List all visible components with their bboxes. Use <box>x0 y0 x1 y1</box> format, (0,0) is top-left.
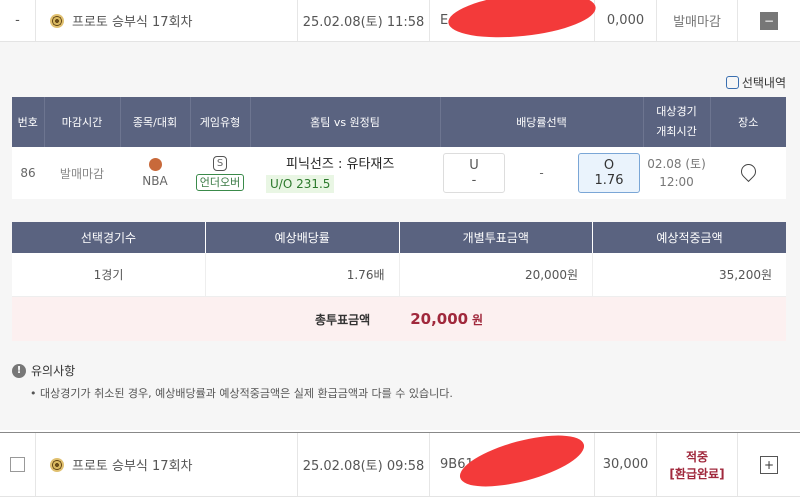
game-name: 프로토 승부식 17회차 <box>36 0 298 41</box>
ticket-row[interactable]: - 프로토 승부식 17회차 25.02.08(토) 11:58 E 0,000… <box>0 0 800 44</box>
ticket-detail: 선택내역 번호 마감시간 종목/대회 게임유형 홈팀 vs 원정팀 배당률선택 … <box>0 42 800 430</box>
col-venue: 장소 <box>710 97 786 147</box>
target-icon <box>50 457 64 472</box>
expected-payout: 35,200원 <box>592 253 786 296</box>
total-label: 총투표금액 <box>315 312 371 327</box>
checkbox[interactable] <box>725 76 739 89</box>
under-odds: - <box>471 173 477 188</box>
handicap-line: U/O 231.5 <box>266 175 335 193</box>
minus-icon[interactable]: − <box>760 11 778 30</box>
game-row: 86 발매마감 NBA S 언더오버 피닉선즈 : 유타재즈 U/O 231.5 U… <box>12 147 786 199</box>
game-time: 02.08 (토) 12:00 <box>643 147 710 199</box>
total-row: 총투표금액 20,000 원 <box>12 295 786 341</box>
datetime: 25.02.08(토) 11:58 <box>298 0 430 41</box>
location-pin-icon[interactable] <box>737 160 759 183</box>
amount: 0,000 <box>595 0 657 41</box>
summary-table: 선택경기수 예상배당률 개별투표금액 예상적중금액 1경기 1.76배 20,0… <box>12 222 786 341</box>
col-teams: 홈팀 vs 원정팀 <box>250 97 441 147</box>
amount: 30,000 <box>595 433 657 496</box>
status-hit: 적중 <box>685 449 709 464</box>
special-badge: S <box>213 156 227 171</box>
summary-header: 개별투표금액 <box>399 222 593 253</box>
expand-button[interactable]: + <box>738 433 800 496</box>
ticket-row[interactable]: 프로토 승부식 17회차 25.02.08(토) 09:58 9B61 30,0… <box>0 425 800 497</box>
over-label: O <box>603 158 615 173</box>
info-icon: ! <box>12 363 26 378</box>
under-button[interactable]: U- <box>443 153 505 193</box>
game-date: 02.08 (토) <box>647 157 706 171</box>
col-deadline: 마감시간 <box>44 97 121 147</box>
venue[interactable] <box>710 147 786 199</box>
game-name-text: 프로토 승부식 17회차 <box>72 459 193 474</box>
col-odds: 배당률선택 <box>440 97 644 147</box>
game-count: 1경기 <box>12 253 206 296</box>
col-type: 게임유형 <box>190 97 251 147</box>
game-name-text: 프로토 승부식 17회차 <box>72 15 193 30</box>
summary-header: 예상배당률 <box>205 222 400 253</box>
summary-header: 선택경기수 <box>12 222 206 253</box>
status: 적중 [환급완료] <box>657 433 738 496</box>
over-odds: 1.76 <box>594 173 624 188</box>
collapse-button[interactable]: − <box>738 0 800 41</box>
selection-toggle[interactable]: 선택내역 <box>725 74 786 91</box>
teams: 피닉선즈 : 유타재즈 U/O 231.5 <box>250 147 440 199</box>
status: 발매마감 <box>657 0 738 41</box>
middle-odds: - <box>539 166 544 180</box>
col-league: 종목/대회 <box>120 97 191 147</box>
notice-title-text: 유의사항 <box>31 364 76 378</box>
notice-text: • 대상경기가 취소된 경우, 예상배당률과 예상적중금액은 실제 환급금액과 … <box>30 387 453 400</box>
basketball-icon <box>148 158 162 171</box>
datetime: 25.02.08(토) 09:58 <box>298 433 430 496</box>
target-icon <box>50 13 64 28</box>
game-no: 86 <box>12 147 44 199</box>
total-unit: 원 <box>471 312 483 327</box>
odds-selection: U- - O 1.76 <box>440 147 643 199</box>
checkbox[interactable] <box>10 457 25 472</box>
game-hour: 12:00 <box>659 175 694 189</box>
under-label: U <box>469 158 479 173</box>
league: NBA <box>120 147 190 199</box>
selection-label: 선택내역 <box>741 76 786 90</box>
game-table: 번호 마감시간 종목/대회 게임유형 홈팀 vs 원정팀 배당률선택 대상경기 … <box>12 97 786 199</box>
over-button[interactable]: O 1.76 <box>578 153 640 193</box>
league-name: NBA <box>142 174 168 188</box>
game-type: S 언더오버 <box>190 147 250 199</box>
deadline: 발매마감 <box>44 147 120 199</box>
ticket-code: E <box>430 0 595 41</box>
row-marker: - <box>0 0 36 41</box>
plus-icon[interactable]: + <box>760 455 778 474</box>
bet-amount: 20,000원 <box>399 253 593 296</box>
type-badge: 언더오버 <box>195 174 245 191</box>
status-refund: [환급완료] <box>669 466 725 481</box>
summary-header: 예상적중금액 <box>592 222 786 253</box>
total-value: 20,000 <box>410 309 469 328</box>
notice-title: ! 유의사항 <box>12 362 75 379</box>
col-time: 대상경기 개최시간 <box>643 97 711 147</box>
row-checkbox[interactable] <box>0 433 36 496</box>
team-names: 피닉선즈 : 유타재즈 <box>286 157 395 172</box>
game-name: 프로토 승부식 17회차 <box>36 433 298 496</box>
col-no: 번호 <box>12 97 45 147</box>
expected-odds: 1.76배 <box>205 253 400 296</box>
